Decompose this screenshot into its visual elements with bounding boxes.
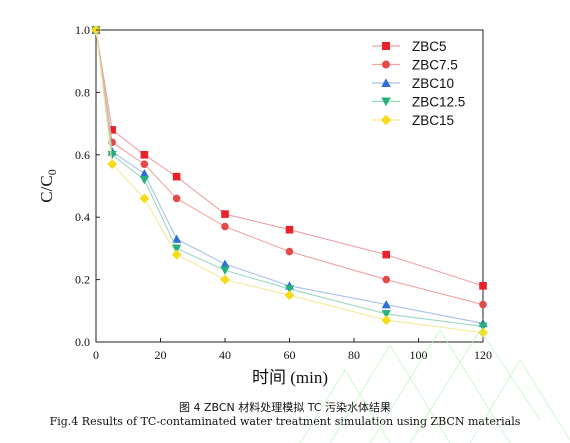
legend-marker [382, 60, 390, 69]
y-tick-label: 0.2 [75, 273, 90, 287]
y-axis-title-subscript: 0 [45, 169, 59, 175]
data-point [381, 300, 391, 309]
data-point [108, 126, 116, 134]
legend-entry: ZBC10 [372, 76, 454, 91]
series-layer [91, 25, 488, 338]
data-point [140, 151, 149, 159]
legend-marker [381, 78, 391, 87]
series-line [95, 29, 484, 327]
series-zbc7-5 [92, 26, 487, 309]
figure-caption-english: Fig.4 Results of TC-contaminated water t… [49, 415, 521, 428]
data-point [381, 315, 392, 326]
data-point [172, 194, 181, 203]
legend-entry: ZBC12.5 [372, 95, 465, 110]
data-point [172, 234, 182, 243]
y-tick-label: 0.8 [75, 85, 90, 99]
data-point [284, 290, 295, 301]
data-point [285, 247, 294, 256]
legend-entry: ZBC15 [372, 113, 454, 128]
data-point [172, 244, 182, 253]
data-point [478, 327, 488, 338]
legend-label: ZBC7.5 [412, 58, 458, 73]
data-point [382, 250, 391, 259]
x-tick-label: 0 [93, 348, 99, 362]
data-point [479, 300, 487, 309]
y-axis-title-main: C/C [37, 175, 56, 202]
series-line [95, 29, 484, 324]
data-point [478, 322, 488, 331]
y-tick-label: 0.6 [75, 148, 90, 162]
ticks-layer: 0 20 40 60 80 100 120 0.0 0.2 0.4 0.6 0.8 1.0 [75, 23, 492, 362]
x-tick-label: 20 [155, 348, 167, 362]
y-tick-label: 0.0 [75, 335, 90, 349]
legend-marker [380, 114, 392, 126]
data-point [284, 285, 295, 294]
data-point [220, 274, 230, 285]
x-tick-label: 60 [284, 348, 296, 362]
data-point [285, 225, 294, 234]
data-point [139, 175, 149, 185]
legend-label: ZBC5 [412, 39, 447, 54]
data-point [107, 151, 117, 160]
data-point [220, 259, 230, 268]
data-point [381, 310, 391, 319]
legend-label: ZBC15 [412, 113, 454, 128]
data-point [171, 249, 182, 260]
data-point [139, 193, 150, 204]
legend: ZBC5 ZBC7.5 ZBC10 ZBC12.5 ZBC15 [372, 39, 465, 128]
legend-marker [381, 97, 391, 107]
x-tick-label: 40 [219, 348, 231, 362]
x-tick-label: 100 [410, 348, 428, 362]
series-line [95, 29, 484, 334]
data-point [107, 159, 118, 170]
data-point [221, 210, 229, 218]
data-point [139, 168, 149, 178]
data-point [221, 222, 229, 231]
data-point [220, 266, 230, 275]
data-point [172, 172, 181, 181]
series-line [95, 29, 484, 287]
legend-entry: ZBC5 [372, 39, 447, 54]
legend-marker [382, 42, 390, 50]
x-axis-title: 时间 (min) [252, 368, 328, 387]
data-point [382, 275, 391, 284]
x-tick-label: 120 [474, 348, 492, 362]
data-point [479, 282, 487, 290]
x-tick-label: 80 [348, 348, 360, 362]
y-axis-title: C/C0 [37, 169, 59, 202]
series-line [95, 29, 484, 306]
legend-label: ZBC10 [412, 76, 454, 91]
y-tick-label: 0.4 [75, 210, 90, 224]
data-point [140, 160, 149, 168]
legend-label: ZBC12.5 [412, 95, 465, 110]
figure-caption-chinese: 图 4 ZBCN 材料处理模拟 TC 污染水体结果 [178, 401, 392, 414]
legend-entry: ZBC7.5 [372, 58, 458, 73]
y-tick-label: 1.0 [75, 23, 90, 37]
